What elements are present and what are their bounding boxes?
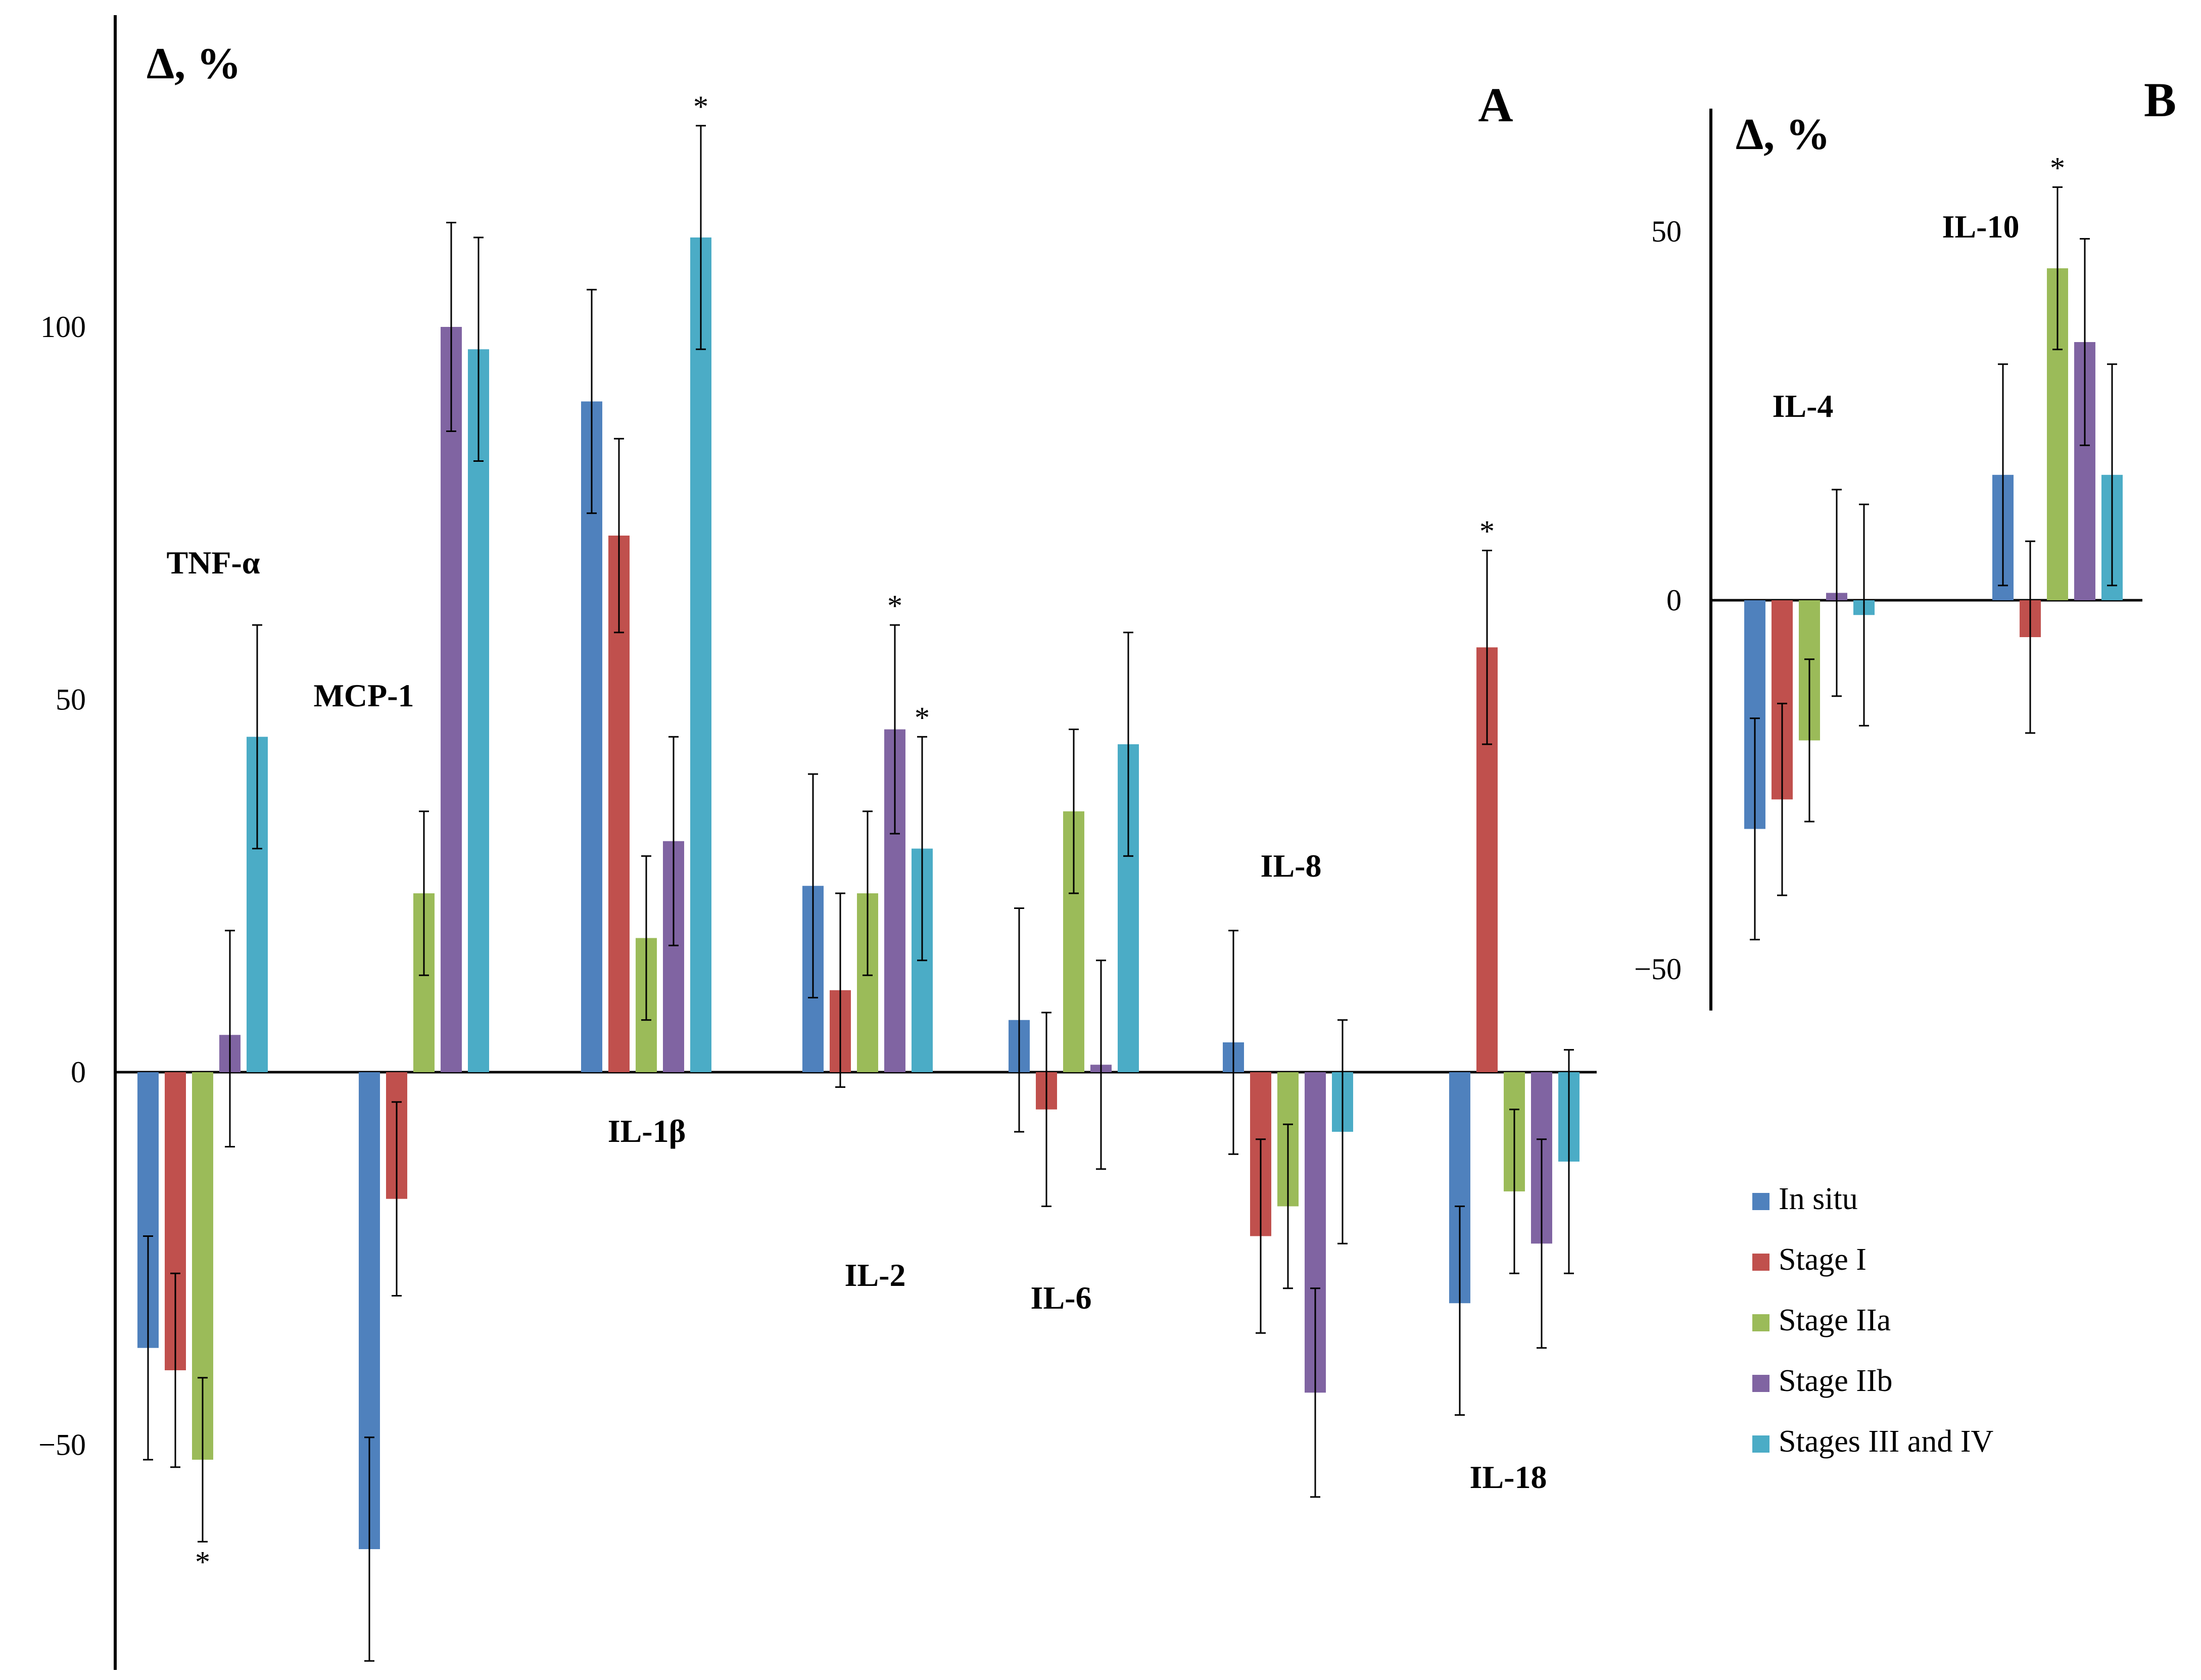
legend-label-1: In situ	[1779, 1182, 1858, 1216]
significance-star-a-4: *	[915, 701, 930, 734]
category-label-a-5: IL-6	[1031, 1280, 1092, 1316]
category-label-a-6: IL-8	[1261, 848, 1322, 884]
bar-a-3-5	[690, 237, 711, 1072]
panel-b-y-axis-label: Δ, %	[1736, 110, 1830, 159]
category-label-a-3: IL-1β	[608, 1113, 686, 1149]
category-label-b-1: IL-4	[1773, 388, 1834, 424]
significance-star-b-2: *	[2050, 151, 2065, 184]
panel-b-y-tick-label: −50	[1634, 952, 1682, 986]
legend-label-4: Stage IIb	[1779, 1364, 1893, 1398]
panel-a-y-tick-label: −50	[38, 1428, 86, 1462]
category-label-b-2: IL-10	[1942, 209, 2020, 245]
panel-b-y-tick-label: 50	[1651, 215, 1682, 248]
legend-swatch-3	[1752, 1314, 1769, 1331]
significance-star-a-3: *	[693, 90, 708, 123]
panel-a-y-tick-label: 50	[56, 683, 86, 716]
legend-label-2: Stage I	[1779, 1242, 1867, 1277]
category-label-a-1: TNF-α	[166, 545, 260, 581]
category-label-a-7: IL-18	[1470, 1459, 1547, 1495]
category-label-a-2: MCP-1	[313, 678, 414, 713]
legend-swatch-5	[1752, 1435, 1769, 1453]
bar-a-2-4	[441, 327, 462, 1072]
panel-b-letter: B	[2144, 73, 2176, 127]
panel-a-y-tick-label: 100	[40, 310, 86, 344]
panel-a-y-axis-label: Δ, %	[147, 39, 241, 88]
legend-swatch-4	[1752, 1375, 1769, 1392]
significance-star-a-4: *	[887, 589, 902, 622]
panel-a-letter: A	[1478, 78, 1513, 132]
legend-swatch-2	[1752, 1254, 1769, 1271]
bar-a-2-5	[468, 349, 489, 1072]
legend-swatch-1	[1752, 1193, 1769, 1210]
category-label-a-4: IL-2	[845, 1257, 906, 1293]
significance-star-a-1: *	[195, 1545, 210, 1578]
legend-label-5: Stages III and IV	[1779, 1424, 1993, 1459]
significance-star-a-7: *	[1479, 515, 1495, 548]
legend-label-3: Stage IIa	[1779, 1303, 1891, 1337]
panel-b-y-tick-label: 0	[1666, 584, 1682, 617]
panel-a-y-tick-label: 0	[71, 1055, 86, 1089]
